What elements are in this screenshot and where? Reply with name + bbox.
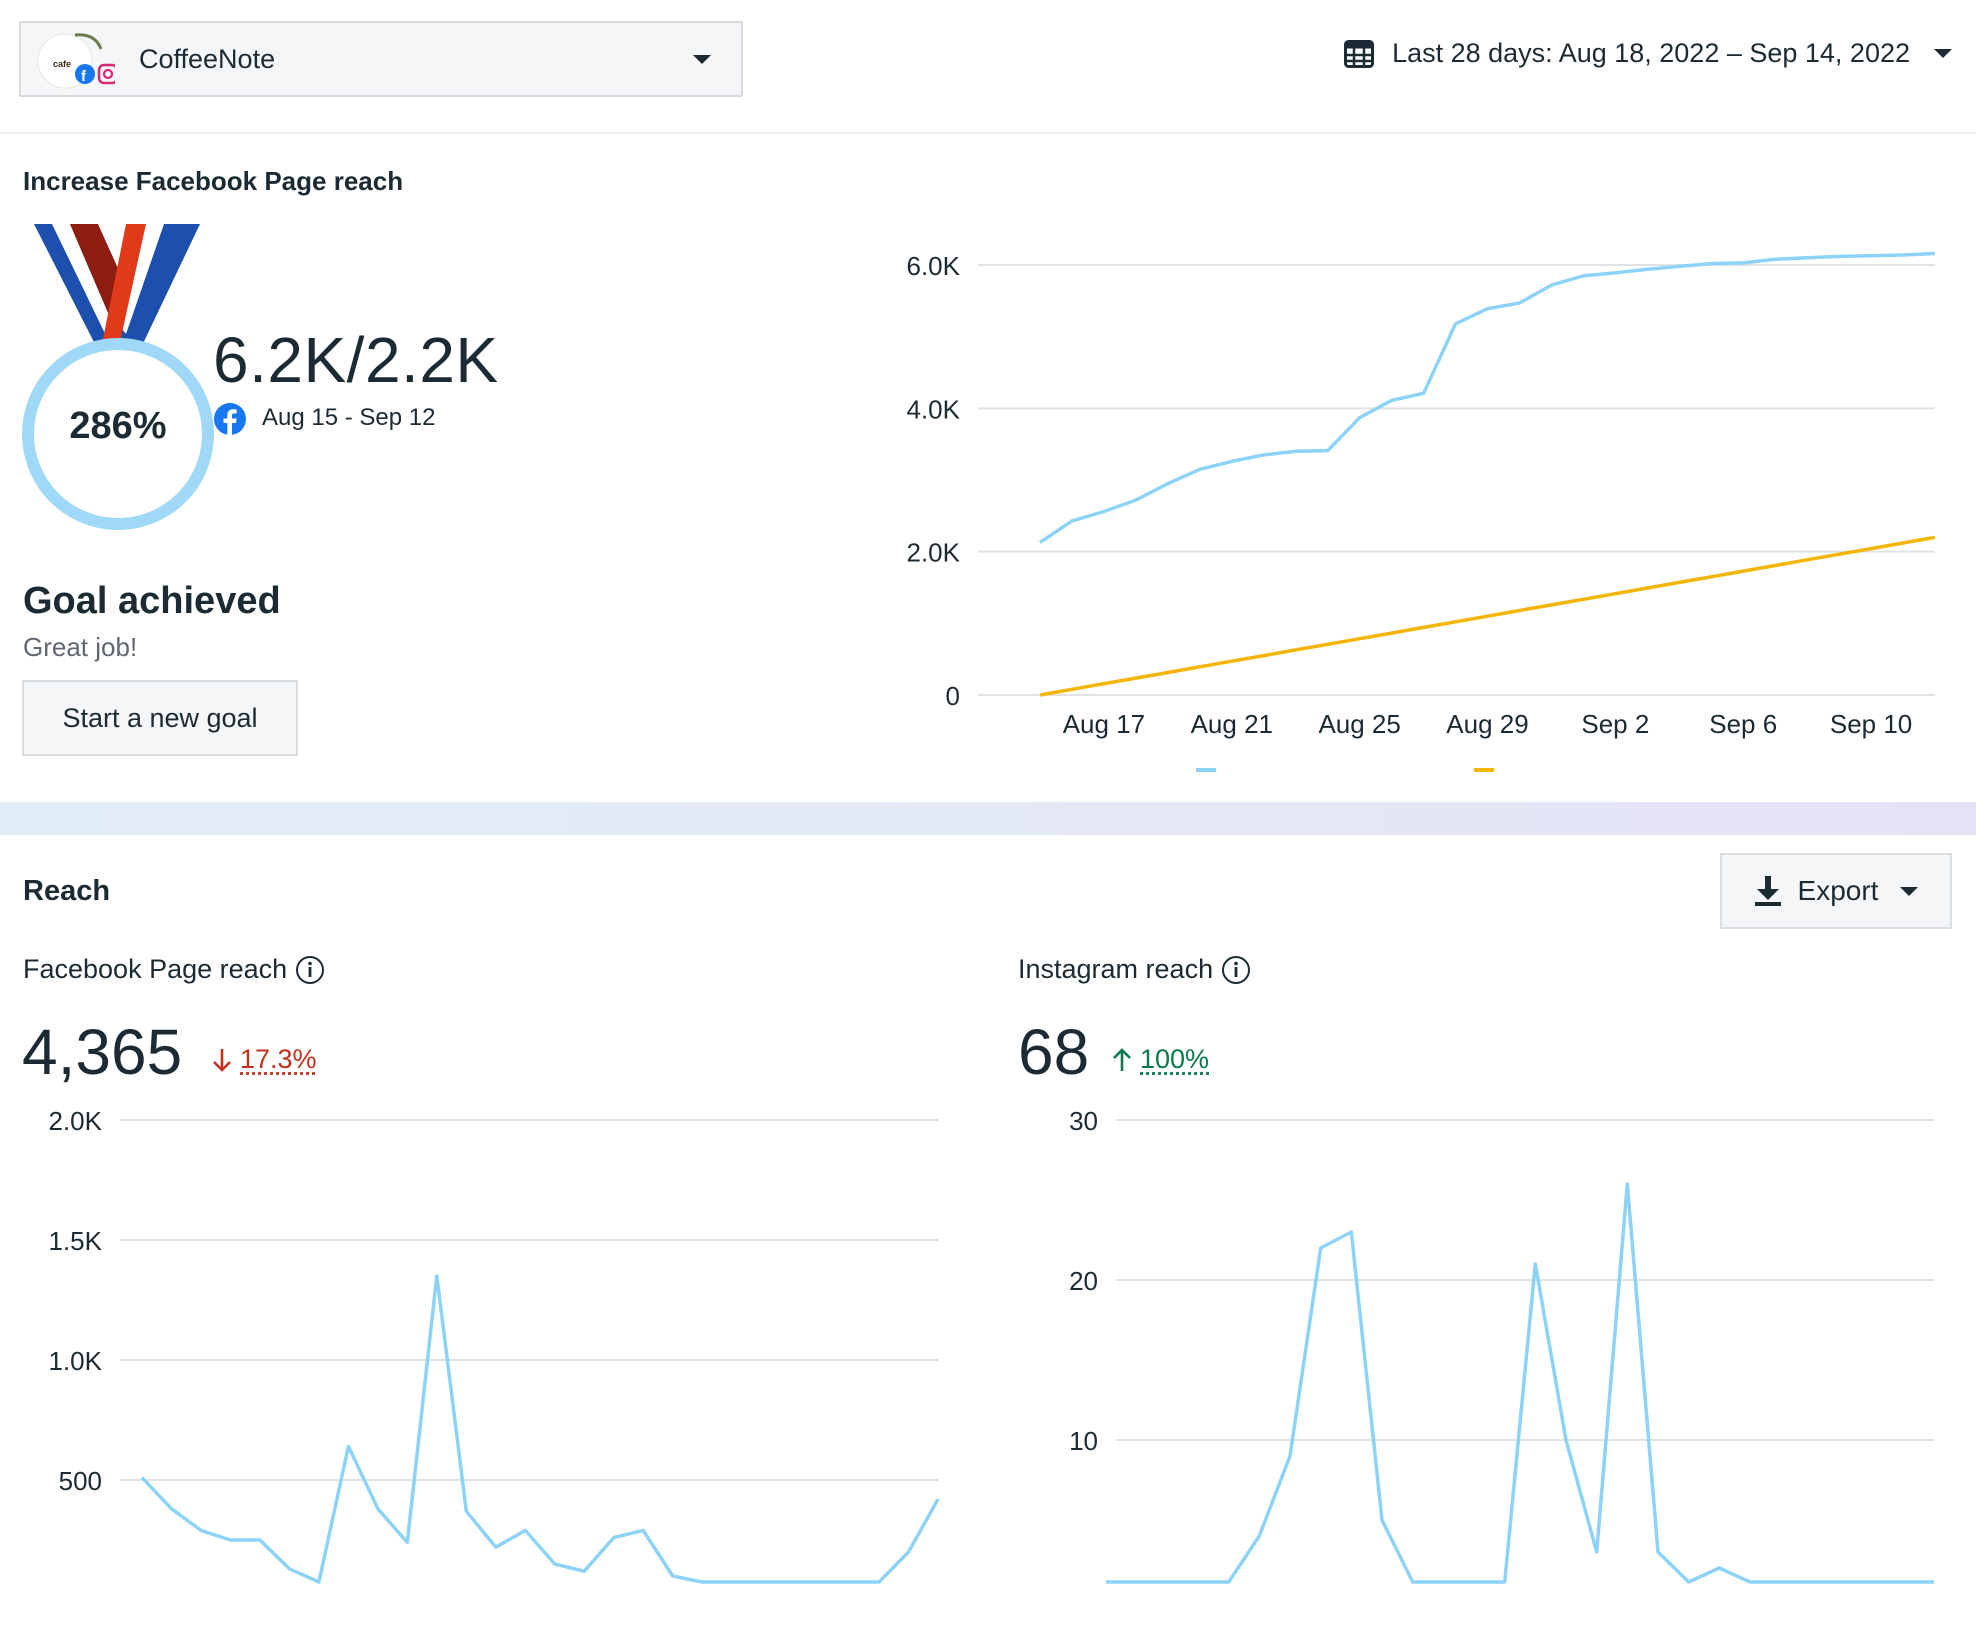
- instagram-reach-chart: 10 20 30: [1069, 1106, 1935, 1584]
- legend-swatch: [1196, 768, 1216, 772]
- facebook-reach-change: 17.3%: [212, 1044, 317, 1075]
- y-tick-label: 30: [1069, 1106, 1098, 1136]
- y-tick-label: 500: [59, 1466, 102, 1496]
- instagram-reach-change-pct: 100%: [1140, 1044, 1210, 1074]
- facebook-icon: [75, 64, 95, 84]
- svg-text:f: f: [81, 68, 87, 85]
- x-tick-label: Sep 2: [1581, 709, 1649, 739]
- x-tick-label: Aug 21: [1191, 709, 1273, 739]
- facebook-reach-value: 4,365: [22, 1016, 183, 1088]
- series-line: [140, 1274, 940, 1584]
- account-selector[interactable]: cafe f CoffeeNote: [19, 21, 743, 97]
- series-line: [1039, 251, 1936, 544]
- x-tick-label: Aug 17: [1063, 709, 1145, 739]
- facebook-reach-chart: 500 1.0K 1.5K 2.0K: [49, 1106, 940, 1584]
- facebook-reach-label: Facebook Page reach: [23, 954, 288, 984]
- section-divider: [0, 802, 1976, 835]
- y-tick-label: 10: [1069, 1426, 1098, 1456]
- export-label: Export: [1797, 875, 1879, 906]
- export-button[interactable]: Export: [1720, 853, 1952, 929]
- chevron-down-icon: [1934, 49, 1952, 58]
- arrow-up-icon: [1113, 1047, 1131, 1071]
- goal-value: 6.2K/2.2K: [213, 324, 499, 396]
- facebook-icon: [214, 403, 246, 435]
- info-icon[interactable]: [1221, 955, 1251, 985]
- info-icon[interactable]: [295, 955, 325, 985]
- start-new-goal-button[interactable]: Start a new goal: [22, 680, 298, 756]
- goal-title: Increase Facebook Page reach: [23, 166, 404, 196]
- date-range-label: Last 28 days: Aug 18, 2022 – Sep 14, 202…: [1392, 38, 1910, 68]
- y-tick-label: 2.0K: [49, 1106, 103, 1136]
- goal-status: Goal achieved: [23, 580, 281, 622]
- y-tick-label: 0: [946, 681, 960, 711]
- facebook-reach-title: Facebook Page reach: [23, 954, 325, 985]
- y-tick-label: 2.0K: [907, 538, 961, 568]
- series-line: [1106, 1182, 1934, 1584]
- goal-date-range: Aug 15 - Sep 12: [262, 404, 436, 431]
- legend-swatch: [1474, 768, 1494, 772]
- y-tick-label: 1.5K: [49, 1226, 103, 1256]
- svg-text:cafe: cafe: [53, 59, 71, 69]
- y-tick-label: 4.0K: [907, 394, 961, 424]
- calendar-icon: [1344, 39, 1375, 68]
- date-range-picker[interactable]: Last 28 days: Aug 18, 2022 – Sep 14, 202…: [1344, 38, 1952, 69]
- reach-section-title: Reach: [23, 875, 111, 907]
- y-tick-label: 20: [1069, 1266, 1098, 1296]
- instagram-reach-title: Instagram reach: [1018, 954, 1251, 985]
- x-tick-label: Aug 25: [1318, 709, 1400, 739]
- goal-progress-chart: 0 2.0K 4.0K 6.0K Aug 17 Aug 21 Aug 25 Aug 29 Sep…: [907, 251, 1936, 772]
- y-tick-label: 1.0K: [49, 1346, 103, 1376]
- account-logo: cafe f: [35, 27, 119, 91]
- x-tick-label: Sep 6: [1709, 709, 1777, 739]
- instagram-reach-change: 100%: [1112, 1044, 1209, 1075]
- goal-subtext: Great job!: [23, 632, 138, 662]
- goal-percent: 286%: [69, 405, 167, 447]
- chevron-down-icon: [693, 54, 711, 64]
- top-bar: cafe f CoffeeNote Last 28 days: Aug 18, …: [0, 0, 1976, 134]
- y-tick-label: 6.0K: [907, 251, 961, 281]
- download-icon: [1754, 876, 1781, 906]
- facebook-reach-change-pct: 17.3%: [240, 1044, 317, 1074]
- account-name: CoffeeNote: [139, 43, 276, 74]
- arrow-down-icon: [213, 1048, 231, 1072]
- medal-icon: [22, 224, 214, 530]
- chevron-down-icon: [1900, 886, 1919, 896]
- x-tick-label: Sep 10: [1830, 709, 1912, 739]
- x-tick-label: Aug 29: [1446, 709, 1528, 739]
- instagram-reach-value: 68: [1018, 1016, 1090, 1088]
- instagram-reach-label: Instagram reach: [1018, 954, 1214, 984]
